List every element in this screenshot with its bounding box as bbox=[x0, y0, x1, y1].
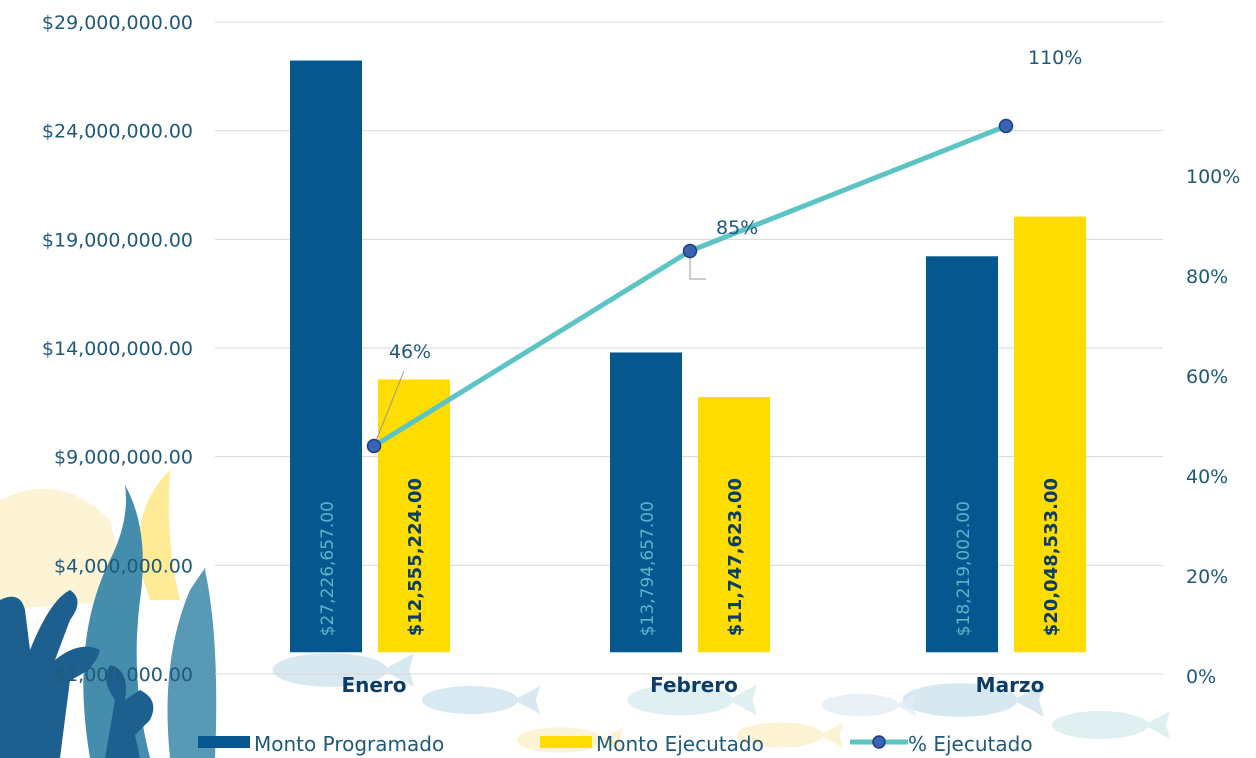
bar-monto-ejecutado bbox=[698, 396, 770, 653]
seaweed-decoration bbox=[138, 470, 180, 600]
fish-decoration bbox=[422, 686, 540, 714]
legend-label: Monto Ejecutado bbox=[596, 732, 764, 756]
percent-point bbox=[366, 438, 382, 454]
fish-decoration bbox=[627, 684, 757, 716]
fish-decoration bbox=[902, 683, 1044, 717]
fish-decoration bbox=[272, 653, 414, 687]
bar-data-label: $27,226,657.00 bbox=[318, 501, 338, 636]
left-axis-tick-label: $19,000,000.00 bbox=[42, 229, 193, 251]
legend-swatch-monto-programado bbox=[198, 736, 250, 748]
sand-decoration bbox=[0, 488, 130, 610]
legend-label: Monto Programado bbox=[254, 732, 444, 756]
percent-point bbox=[682, 243, 698, 259]
bar-data-label: $18,219,002.00 bbox=[954, 501, 974, 636]
left-y-axis: -$1,000,000.00 $4,000,000.00 $9,000,000.00… bbox=[42, 12, 193, 686]
gridlines bbox=[215, 21, 1163, 675]
bar-monto-programado bbox=[926, 256, 998, 653]
percent-executed-line bbox=[372, 123, 1007, 449]
seaweed-decoration bbox=[83, 485, 150, 758]
category-label: Febrero bbox=[650, 673, 738, 697]
right-axis-tick-label: 100% bbox=[1186, 166, 1240, 188]
legend-swatch-percent-marker bbox=[872, 735, 886, 749]
percent-line-group: 46% 85% 110% bbox=[366, 47, 1082, 454]
legend-swatch-monto-ejecutado bbox=[540, 736, 592, 748]
right-axis-tick-label: 80% bbox=[1186, 266, 1228, 288]
right-y-axis: 0% 20% 40% 60% 80% 100% bbox=[1186, 166, 1240, 688]
left-axis-tick-label: $4,000,000.00 bbox=[54, 555, 193, 577]
bar-labels-group: $27,226,657.00 $13,794,657.00 $18,219,002.… bbox=[318, 478, 1062, 636]
seaweed-decoration bbox=[167, 567, 217, 758]
bar-monto-ejecutado bbox=[1014, 216, 1086, 653]
right-axis-tick-label: 60% bbox=[1186, 366, 1228, 388]
percent-point bbox=[998, 118, 1014, 134]
category-label: Enero bbox=[341, 673, 406, 697]
category-label: Marzo bbox=[976, 673, 1045, 697]
right-axis-tick-label: 0% bbox=[1186, 666, 1216, 688]
left-axis-tick-label: $14,000,000.00 bbox=[42, 338, 193, 360]
left-axis-tick-label: $24,000,000.00 bbox=[42, 121, 193, 143]
x-axis: Enero Febrero Marzo bbox=[341, 673, 1044, 697]
legend-label: % Ejecutado bbox=[908, 732, 1033, 756]
bar-monto-ejecutado bbox=[378, 379, 450, 653]
bar-data-label: $11,747,623.00 bbox=[725, 478, 746, 636]
bar-monto-programado bbox=[290, 60, 362, 653]
percent-data-label: 110% bbox=[1028, 47, 1082, 69]
left-axis-tick-label: $9,000,000.00 bbox=[54, 447, 193, 469]
bar-data-label: $20,048,533.00 bbox=[1041, 478, 1062, 636]
left-axis-tick-label: -$1,000,000.00 bbox=[47, 664, 193, 686]
percent-data-label: 46% bbox=[389, 341, 431, 363]
ocean-background-decoration bbox=[0, 470, 1170, 758]
bars-group bbox=[290, 60, 1086, 653]
bar-data-label: $12,555,224.00 bbox=[405, 478, 426, 636]
percent-data-label: 85% bbox=[716, 217, 758, 239]
right-axis-tick-label: 40% bbox=[1186, 466, 1228, 488]
coral-decoration bbox=[0, 590, 154, 758]
label-leader-line bbox=[373, 370, 405, 447]
fish-decoration bbox=[821, 693, 916, 717]
label-leader-line bbox=[689, 251, 706, 280]
fish-decoration bbox=[1052, 711, 1170, 739]
fish-decoration bbox=[736, 722, 843, 748]
bar-data-label: $13,794,657.00 bbox=[638, 501, 658, 636]
right-axis-tick-label: 20% bbox=[1186, 566, 1228, 588]
left-axis-tick-label: $29,000,000.00 bbox=[42, 12, 193, 34]
legend: Monto Programado Monto Ejecutado % Ejecuta… bbox=[198, 732, 1033, 756]
bar-monto-programado bbox=[610, 352, 682, 653]
